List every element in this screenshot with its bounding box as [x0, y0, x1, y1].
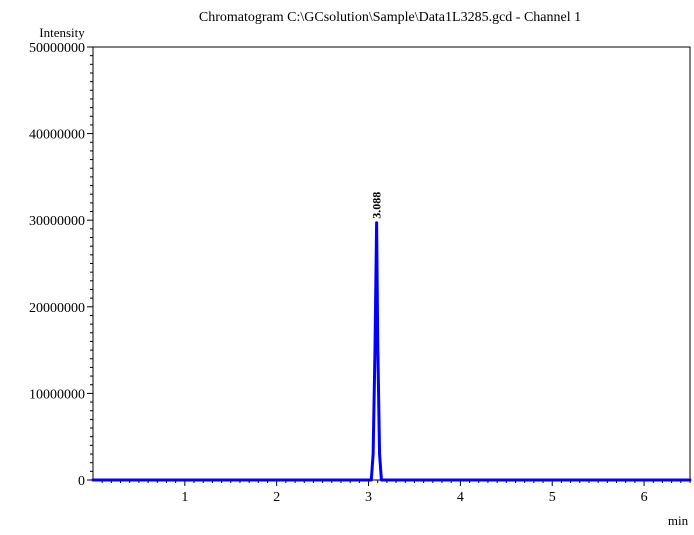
y-axis: 0 10000000 20000000 30000000 40000000 5000000…	[29, 41, 94, 489]
y-tick-label: 50000000	[29, 41, 85, 56]
x-tick-label: 1	[181, 490, 188, 505]
plot-border	[92, 46, 691, 481]
x-tick-label: 6	[641, 490, 648, 505]
x-axis: 1 2 3 4 5 6	[93, 479, 691, 505]
peak-label: 3.088	[370, 192, 384, 219]
y-tick-label: 30000000	[29, 214, 85, 229]
series-layer	[91, 221, 692, 482]
x-tick-label: 4	[457, 490, 464, 505]
chromatogram-trace	[91, 221, 692, 482]
x-axis-label: min	[668, 513, 689, 528]
x-tick-label: 2	[273, 490, 280, 505]
x-tick-label: 3	[365, 490, 372, 505]
y-axis-label: Intensity	[39, 25, 85, 40]
x-tick-label: 5	[549, 490, 556, 505]
chart-title: Chromatogram C:\GCsolution\Sample\Data1L…	[199, 10, 581, 25]
plot-frame	[92, 46, 691, 481]
y-tick-label: 20000000	[29, 301, 85, 316]
y-tick-label: 0	[78, 474, 85, 489]
y-tick-label: 40000000	[29, 128, 85, 143]
annotation-layer: 3.088	[370, 192, 384, 219]
y-tick-label: 10000000	[29, 387, 85, 402]
